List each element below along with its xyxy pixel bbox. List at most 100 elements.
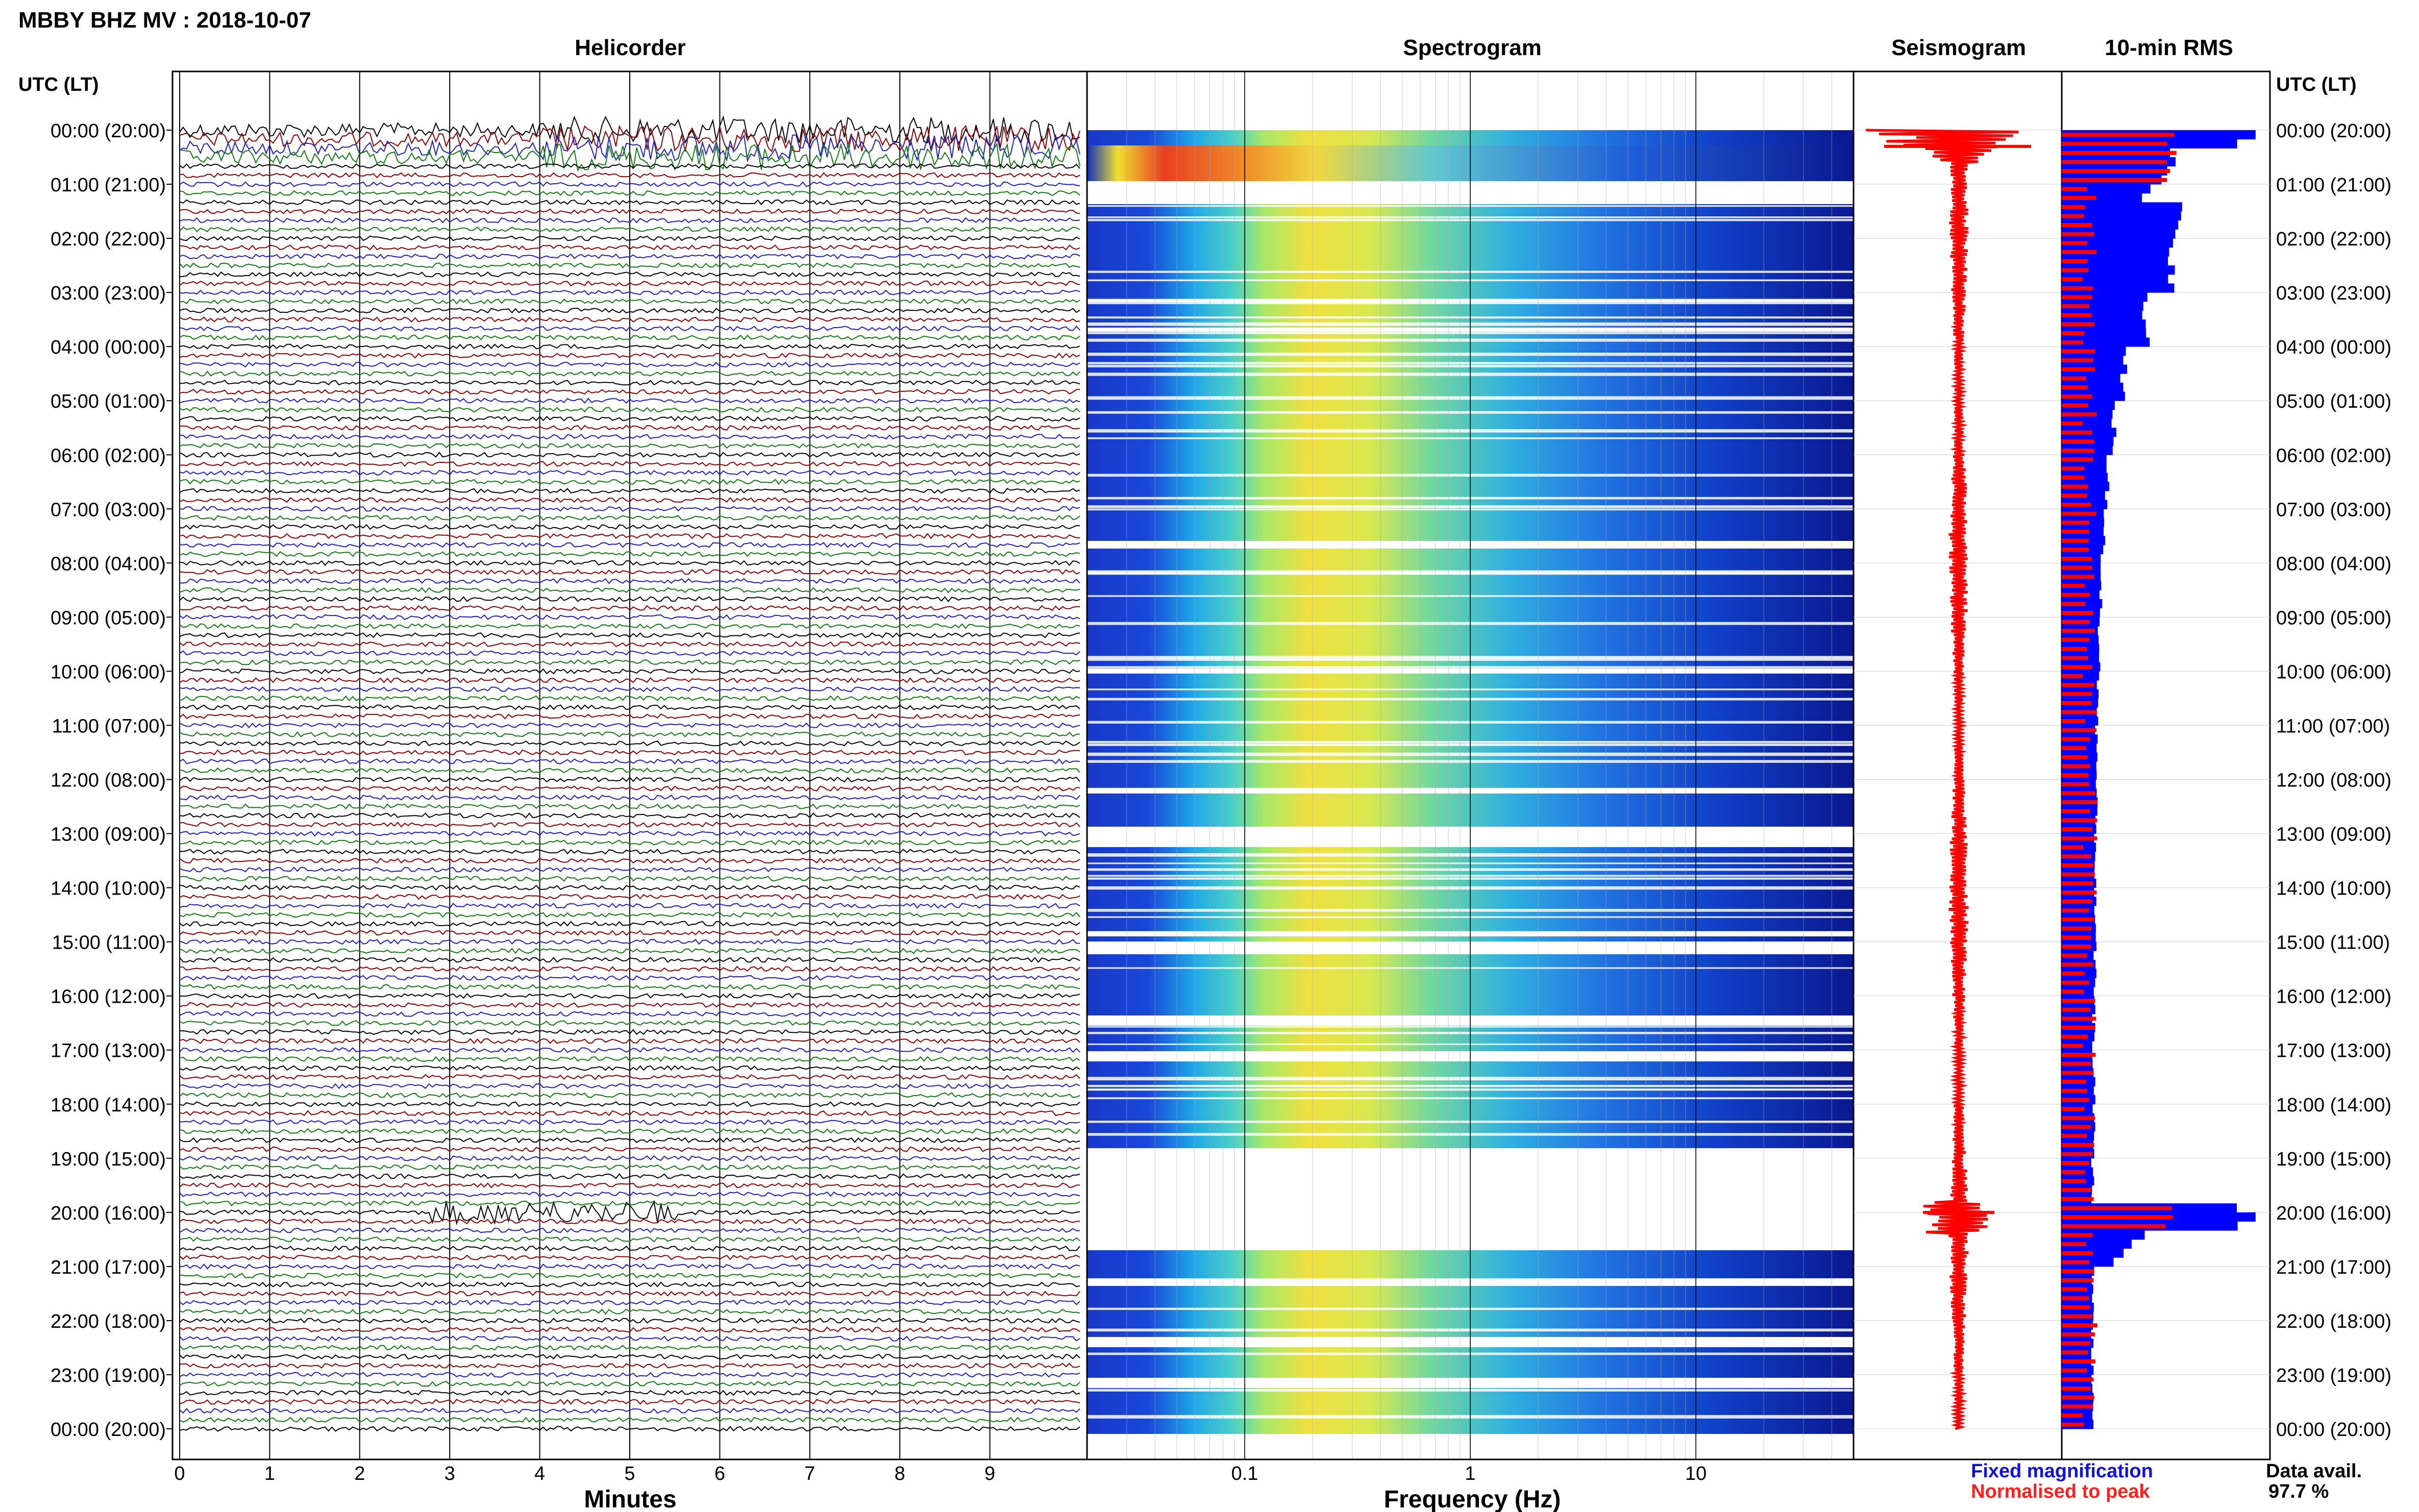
helicorder-trace	[179, 894, 1080, 900]
minute-tick-label: 2	[354, 1463, 365, 1484]
rms-bar-normalised	[2062, 1314, 2092, 1319]
helicorder-trace	[179, 1299, 1080, 1306]
rms-bar-normalised	[2062, 168, 2170, 173]
helicorder-trace	[179, 1047, 1080, 1053]
helicorder-trace	[179, 343, 1080, 350]
helicorder-trace	[179, 749, 1080, 756]
rms-bar-normalised	[2062, 619, 2090, 624]
helicorder-trace	[179, 307, 1080, 314]
rms-bar-normalised	[2062, 1413, 2083, 1418]
rms-bar-normalised	[2062, 737, 2090, 741]
rms-bar-normalised	[2062, 1242, 2086, 1247]
helicorder-trace	[179, 695, 1080, 702]
rms-bar-normalised	[2062, 611, 2094, 615]
rms-bar-normalised	[2062, 367, 2095, 371]
legend-fixed-magnification: Fixed magnification	[1971, 1460, 2153, 1482]
rms-bar-normalised	[2062, 692, 2092, 697]
rms-bar-normalised	[2062, 719, 2085, 724]
hour-label-left: 11:00 (07:00)	[52, 715, 166, 737]
rms-bar-normalised	[2062, 746, 2087, 751]
rms-bar-normalised	[2062, 1296, 2089, 1301]
helicorder-trace	[179, 1245, 1080, 1252]
rms-bar-normalised	[2062, 899, 2092, 904]
rms-bar-normalised	[2062, 457, 2093, 462]
rms-bar-normalised	[2062, 656, 2088, 660]
hour-label-right: 13:00 (09:00)	[2276, 824, 2391, 846]
hour-label-right: 01:00 (21:00)	[2276, 175, 2391, 196]
helicorder-trace	[179, 1002, 1080, 1008]
helicorder-trace	[179, 425, 1080, 431]
rms-bar-normalised	[2062, 791, 2095, 796]
helicorder-trace	[179, 235, 1080, 241]
rms-bar-normalised	[2062, 151, 2177, 155]
helicorder-trace	[179, 948, 1080, 954]
rms-bar-normalised	[2062, 448, 2094, 453]
helicorder-trace	[179, 1372, 1080, 1378]
rms-bar-normalised	[2062, 295, 2092, 300]
helicorder-trace	[179, 830, 1080, 837]
helicorder-trace	[179, 244, 1080, 251]
rms-bar-normalised	[2062, 1134, 2087, 1138]
minute-tick-label: 6	[714, 1463, 725, 1484]
helicorder-trace	[179, 133, 1080, 163]
rms-bar-fixed	[2062, 310, 2142, 320]
rms-bar-normalised	[2062, 277, 2083, 282]
hour-label-right: 08:00 (04:00)	[2276, 553, 2391, 575]
helicorder-trace	[179, 497, 1080, 503]
rms-bar-normalised	[2062, 133, 2175, 137]
helicorder-trace	[179, 641, 1080, 648]
rms-bar-normalised	[2062, 1341, 2090, 1346]
rms-bar-normalised	[2062, 710, 2097, 714]
helicorder-trace	[179, 1074, 1080, 1080]
rms-bar-normalised	[2062, 872, 2095, 877]
helicorder-trace	[179, 596, 1080, 603]
helicorder-trace	[179, 677, 1080, 684]
helicorder-trace	[179, 839, 1080, 846]
frequency-tick-label: 0.1	[1231, 1463, 1258, 1484]
rms-bar-normalised	[2062, 1071, 2094, 1075]
helicorder-trace	[179, 785, 1080, 791]
hour-label-left: 07:00 (03:00)	[51, 499, 166, 520]
rms-bar-normalised	[2062, 223, 2092, 227]
helicorder-trace	[179, 190, 1080, 196]
helicorder-trace	[179, 226, 1080, 233]
helicorder-trace	[179, 298, 1080, 305]
rms-bar-normalised	[2062, 241, 2088, 245]
rms-bar-normalised	[2062, 1251, 2093, 1255]
rms-bar-normalised	[2062, 1215, 2173, 1220]
rms-bar-normalised	[2062, 1161, 2089, 1166]
helicorder-trace	[179, 740, 1080, 747]
helicorder-trace	[179, 479, 1080, 485]
rms-bar-fixed	[2062, 292, 2148, 302]
rms-bar-normalised	[2062, 1197, 2094, 1201]
rms-bar-fixed	[2062, 337, 2150, 347]
helicorder-trace	[179, 849, 1080, 855]
rms-bar-normalised	[2062, 836, 2097, 840]
helicorder-trace	[179, 452, 1080, 458]
rms-bar-normalised	[2062, 565, 2092, 570]
hour-label-left: 09:00 (05:00)	[51, 607, 166, 629]
rms-bar-normalised	[2062, 1368, 2087, 1373]
rms-bar-normalised	[2062, 286, 2093, 290]
rms-bar-normalised	[2062, 141, 2167, 146]
legend-normalised-to-peak: Normalised to peak	[1971, 1481, 2150, 1502]
rms-bar-normalised	[2062, 268, 2089, 272]
helicorder-trace	[179, 812, 1080, 819]
hour-label-right: 23:00 (19:00)	[2276, 1365, 2391, 1386]
rms-bar-normalised	[2062, 502, 2091, 507]
hour-label-right: 11:00 (07:00)	[2276, 715, 2390, 737]
rms-bar-normalised	[2062, 529, 2089, 534]
spectrogram-title: Spectrogram	[1403, 35, 1541, 60]
hour-label-left: 08:00 (04:00)	[51, 553, 166, 575]
rms-bar-normalised	[2062, 1206, 2172, 1210]
rms-bar-normalised	[2062, 1044, 2083, 1048]
helicorder-trace	[179, 172, 1080, 179]
rms-bar-normalised	[2062, 1233, 2093, 1237]
minutes-axis-label: Minutes	[584, 1486, 676, 1512]
helicorder-trace	[179, 506, 1080, 512]
hour-label-right: 05:00 (01:00)	[2276, 391, 2391, 412]
helicorder-trace	[179, 1426, 1080, 1432]
helicorder-trace	[179, 415, 1080, 422]
rms-bar-fixed	[2062, 229, 2176, 239]
helicorder-trace	[179, 911, 1080, 918]
